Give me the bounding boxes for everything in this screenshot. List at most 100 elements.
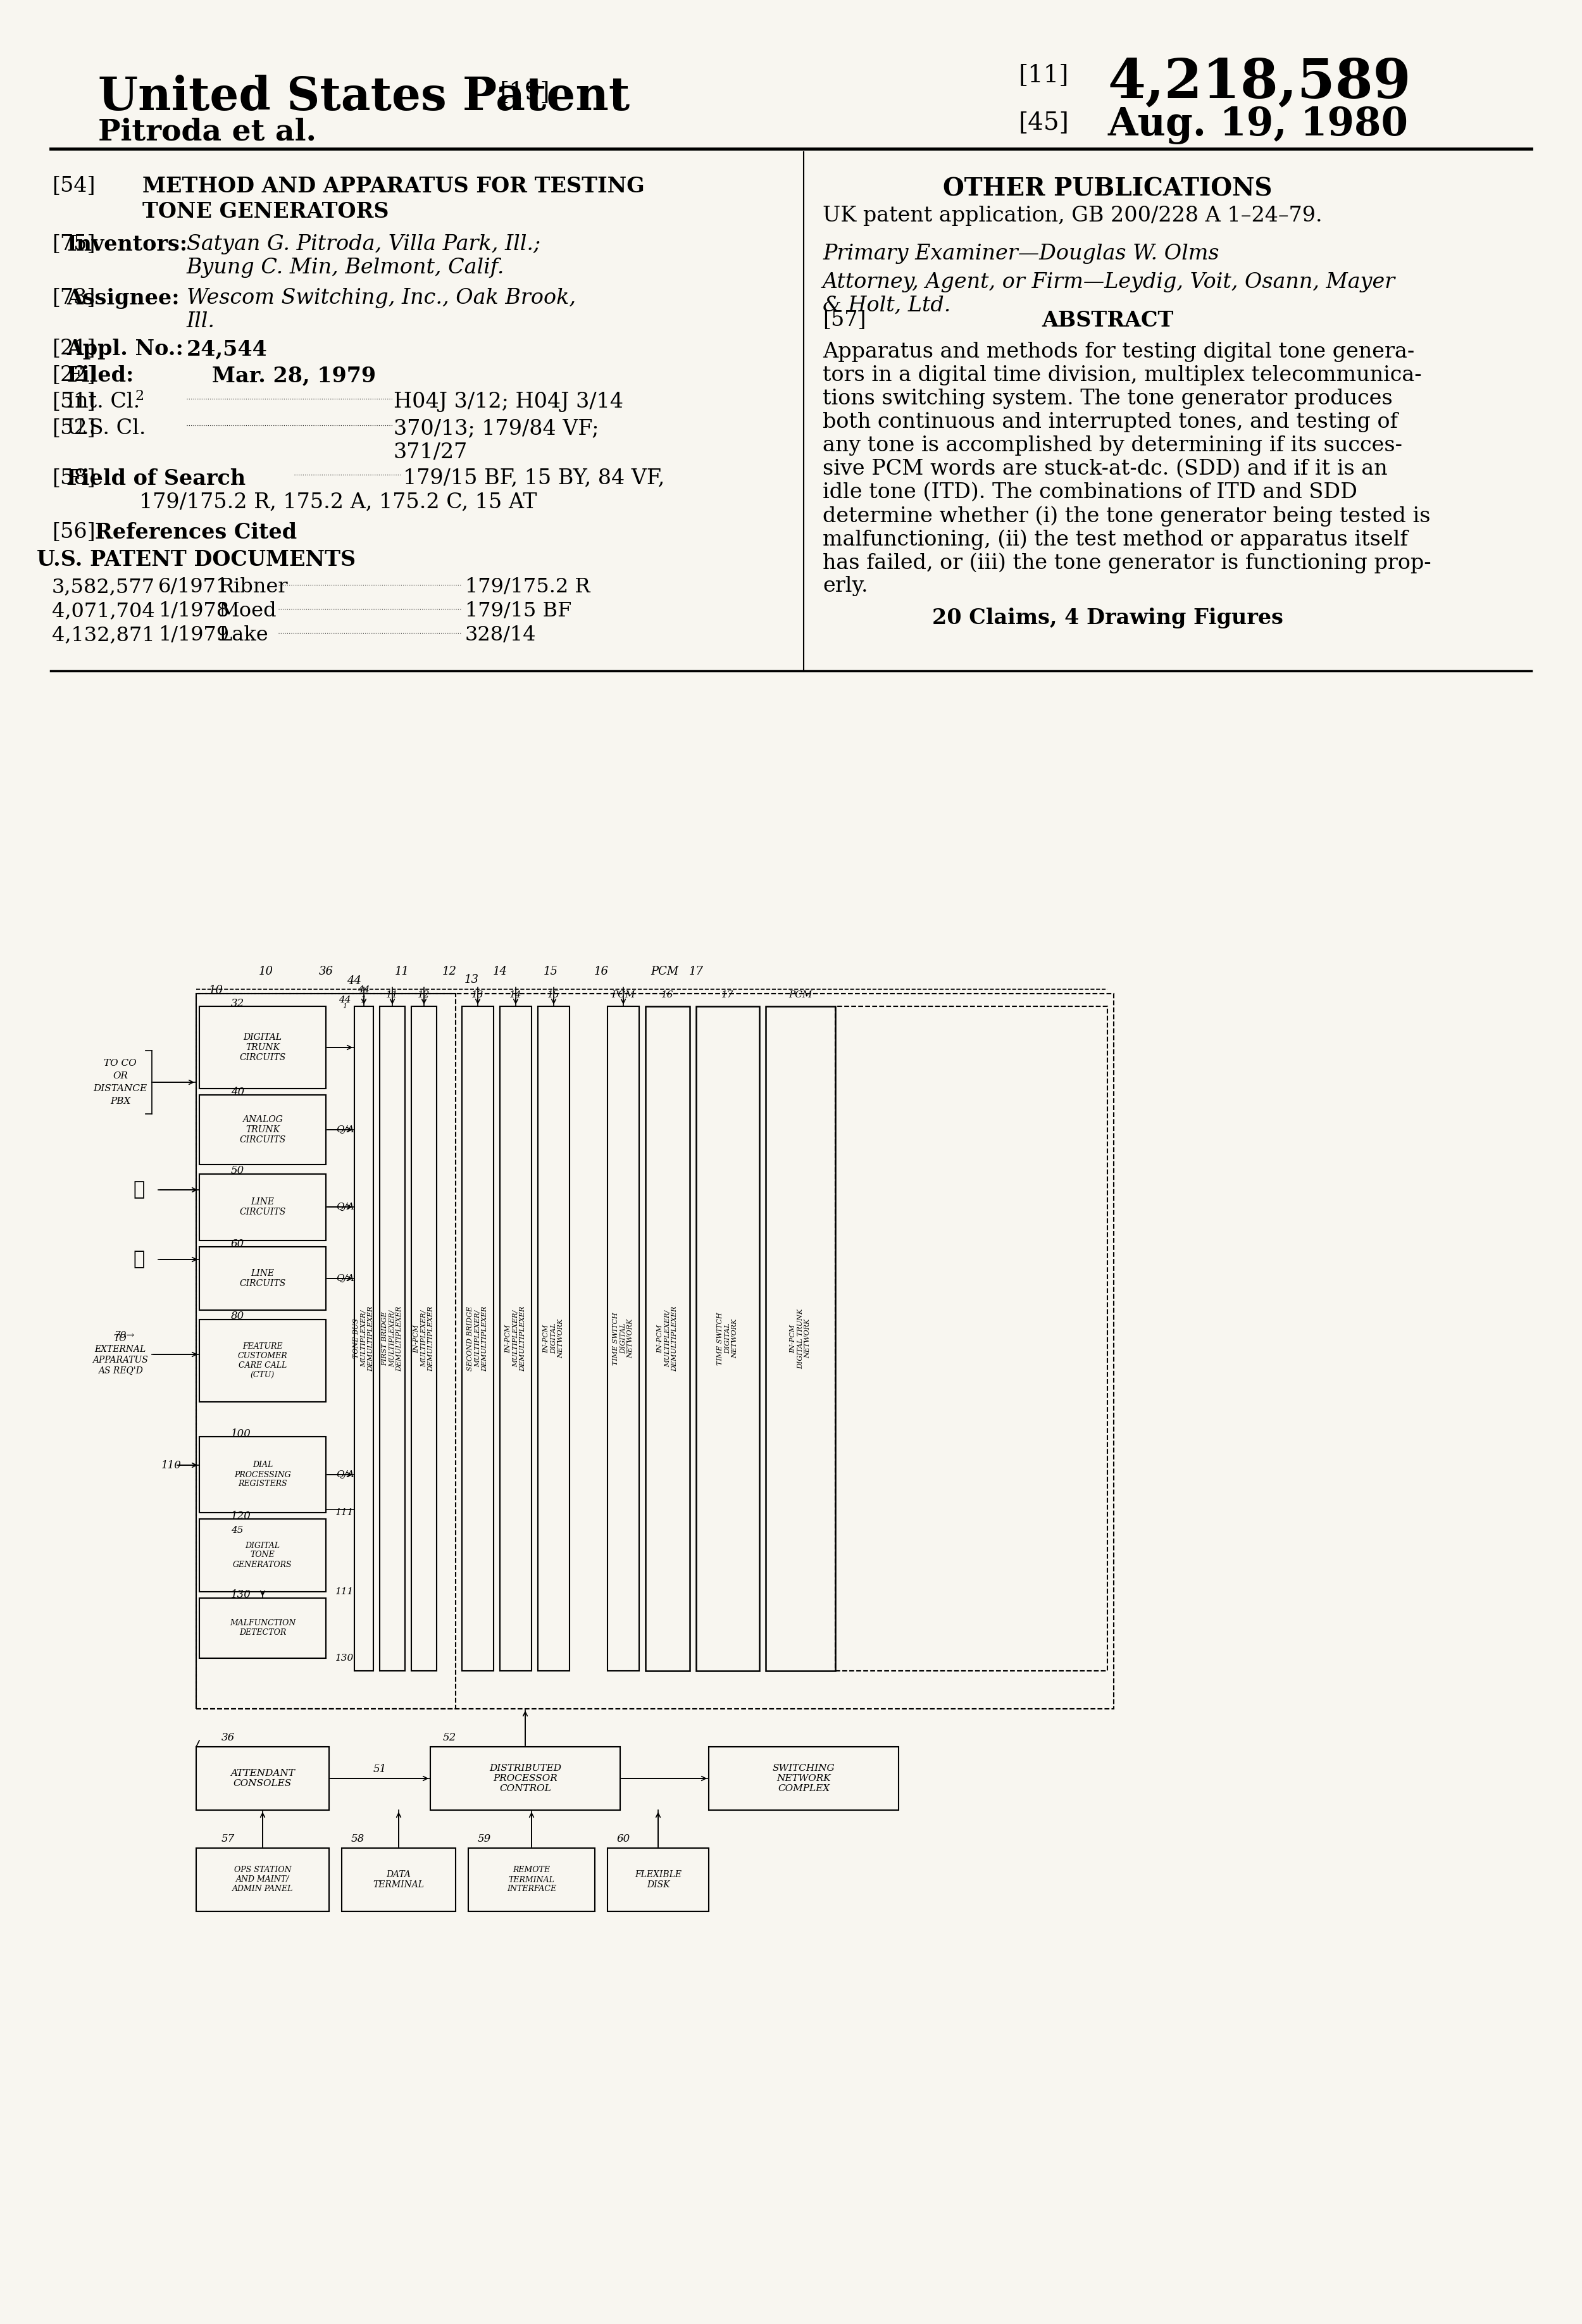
Text: [56]: [56]	[52, 523, 95, 541]
Bar	[199, 1095, 326, 1164]
Text: PCM: PCM	[788, 990, 813, 999]
Text: Field of Search: Field of Search	[66, 469, 245, 490]
Text: 40: 40	[231, 1085, 244, 1097]
Text: IN-PCM
MULTIPLEXER/
DEMULTIPLEXER: IN-PCM MULTIPLEXER/ DEMULTIPLEXER	[657, 1306, 679, 1371]
Bar	[196, 995, 456, 1708]
Text: OR: OR	[112, 1071, 128, 1081]
Text: Assignee:: Assignee:	[66, 288, 179, 309]
Text: 120: 120	[231, 1511, 252, 1522]
Text: PCM: PCM	[611, 990, 636, 999]
Text: IN-PCM
MULTIPLEXER/
DEMULTIPLEXER: IN-PCM MULTIPLEXER/ DEMULTIPLEXER	[413, 1306, 435, 1371]
Bar	[196, 1848, 329, 1910]
Text: REMOTE
TERMINAL
INTERFACE: REMOTE TERMINAL INTERFACE	[506, 1866, 557, 1894]
Text: DATA
TERMINAL: DATA TERMINAL	[373, 1871, 424, 1889]
Text: DIGITAL
TONE
GENERATORS: DIGITAL TONE GENERATORS	[233, 1541, 293, 1569]
Text: OPS STATION
AND MAINT/
ADMIN PANEL: OPS STATION AND MAINT/ ADMIN PANEL	[233, 1866, 293, 1894]
Bar	[430, 1748, 620, 1810]
Bar	[342, 1848, 456, 1910]
Text: [73]: [73]	[52, 288, 95, 309]
Text: SECOND BRIDGE
MULTIPLEXER/
DEMULTIPLEXER: SECOND BRIDGE MULTIPLEXER/ DEMULTIPLEXER	[467, 1306, 489, 1371]
Text: malfunctioning, (ii) the test method or apparatus itself: malfunctioning, (ii) the test method or …	[823, 530, 1408, 551]
Text: Int. Cl.: Int. Cl.	[66, 393, 141, 411]
Text: 36: 36	[318, 967, 334, 976]
Text: 179/175.2 R: 179/175.2 R	[465, 576, 590, 597]
Text: Lake: Lake	[218, 625, 269, 646]
Bar	[766, 1006, 835, 1671]
Text: 4,218,589: 4,218,589	[1107, 56, 1411, 109]
Text: PCM: PCM	[650, 967, 679, 976]
Text: 32: 32	[231, 997, 244, 1009]
Text: Wescom Switching, Inc., Oak Brook,: Wescom Switching, Inc., Oak Brook,	[187, 288, 576, 309]
Text: AS REQ'D: AS REQ'D	[98, 1367, 142, 1376]
Text: erly.: erly.	[823, 576, 869, 597]
Text: FIRST BRIDGE
MULTIPLEXER/
DEMULTIPLEXER: FIRST BRIDGE MULTIPLEXER/ DEMULTIPLEXER	[381, 1306, 403, 1371]
Text: 179/175.2 R, 175.2 A, 175.2 C, 15 AT: 179/175.2 R, 175.2 A, 175.2 C, 15 AT	[139, 493, 536, 514]
Text: SWITCHING
NETWORK
COMPLEX: SWITCHING NETWORK COMPLEX	[772, 1764, 835, 1794]
Text: 50: 50	[231, 1164, 244, 1176]
Text: 44
1: 44 1	[358, 985, 370, 1004]
Text: 6/1971: 6/1971	[158, 576, 229, 597]
Text: TIME SWITCH
DIGITAL
NETWORK: TIME SWITCH DIGITAL NETWORK	[612, 1313, 634, 1364]
Text: 24,544: 24,544	[187, 339, 267, 360]
Text: LINE
CIRCUITS: LINE CIRCUITS	[239, 1269, 286, 1287]
Text: [45]: [45]	[1019, 112, 1069, 135]
Text: 16: 16	[661, 990, 674, 999]
Text: any tone is accomplished by determining if its succes-: any tone is accomplished by determining …	[823, 435, 1402, 456]
Text: Byung C. Min, Belmont, Calif.: Byung C. Min, Belmont, Calif.	[187, 258, 505, 279]
Text: Q/A: Q/A	[335, 1125, 354, 1134]
Text: 17: 17	[721, 990, 734, 999]
Bar	[199, 1599, 326, 1659]
Text: 111: 111	[335, 1587, 354, 1597]
Text: TIME SWITCH
DIGITAL
NETWORK: TIME SWITCH DIGITAL NETWORK	[717, 1313, 739, 1364]
Text: Satyan G. Pitroda, Villa Park, Ill.;: Satyan G. Pitroda, Villa Park, Ill.;	[187, 235, 541, 253]
Text: [58]: [58]	[52, 469, 95, 488]
Text: Apparatus and methods for testing digital tone genera-: Apparatus and methods for testing digita…	[823, 342, 1414, 363]
Text: 4,132,871: 4,132,871	[52, 625, 155, 646]
Text: APPARATUS: APPARATUS	[92, 1355, 149, 1364]
Text: tions switching system. The tone generator produces: tions switching system. The tone generat…	[823, 388, 1392, 409]
Bar	[500, 1006, 532, 1671]
Text: 130: 130	[335, 1655, 354, 1662]
Text: FLEXIBLE
DISK: FLEXIBLE DISK	[634, 1871, 682, 1889]
Text: has failed, or (iii) the tone generator is functioning prop-: has failed, or (iii) the tone generator …	[823, 553, 1432, 574]
Bar	[380, 1006, 405, 1671]
Text: Moed: Moed	[218, 602, 277, 621]
Text: 1/1979: 1/1979	[158, 625, 229, 646]
Text: [51]: [51]	[52, 393, 95, 411]
Text: Primary Examiner—Douglas W. Olms: Primary Examiner—Douglas W. Olms	[823, 244, 1220, 265]
Text: 13: 13	[464, 974, 479, 985]
Text: 58: 58	[351, 1834, 364, 1843]
Text: 36: 36	[221, 1731, 236, 1743]
Text: 20 Claims, 4 Drawing Figures: 20 Claims, 4 Drawing Figures	[932, 607, 1283, 627]
Bar	[607, 1006, 639, 1671]
Text: Ill.: Ill.	[187, 311, 215, 332]
Bar	[835, 1006, 1107, 1671]
Text: 12: 12	[441, 967, 457, 976]
Text: Q/A: Q/A	[335, 1274, 354, 1283]
Text: determine whether (i) the tone generator being tested is: determine whether (i) the tone generator…	[823, 507, 1430, 525]
Text: 11: 11	[394, 967, 410, 976]
Text: 17: 17	[688, 967, 704, 976]
Text: 328/14: 328/14	[465, 625, 536, 646]
Text: TONE BUS
MULTIPLEXER/
DEMULTIPLEXER: TONE BUS MULTIPLEXER/ DEMULTIPLEXER	[353, 1306, 375, 1371]
Text: Q/A: Q/A	[335, 1202, 354, 1211]
Text: Ribner: Ribner	[218, 576, 288, 597]
Text: Filed:: Filed:	[66, 365, 134, 386]
Text: 10: 10	[258, 967, 274, 976]
Text: 70→: 70→	[114, 1332, 134, 1341]
Text: idle tone (ITD). The combinations of ITD and SDD: idle tone (ITD). The combinations of ITD…	[823, 483, 1357, 502]
Text: 179/15 BF: 179/15 BF	[465, 602, 571, 621]
Bar	[696, 1006, 759, 1671]
Text: 4,071,704: 4,071,704	[52, 602, 155, 621]
Text: FEATURE
CUSTOMER
CARE CALL
(CTU): FEATURE CUSTOMER CARE CALL (CTU)	[237, 1343, 288, 1378]
Text: ☎: ☎	[133, 1181, 146, 1199]
Text: OTHER PUBLICATIONS: OTHER PUBLICATIONS	[943, 177, 1272, 202]
Bar	[645, 1006, 690, 1671]
Text: MALFUNCTION
DETECTOR: MALFUNCTION DETECTOR	[229, 1620, 296, 1636]
Text: TONE GENERATORS: TONE GENERATORS	[142, 202, 389, 223]
Bar	[199, 1436, 326, 1513]
Text: 111: 111	[335, 1508, 354, 1518]
Bar	[199, 1246, 326, 1311]
Text: U.S. Cl.: U.S. Cl.	[66, 418, 146, 439]
Text: 3,582,577: 3,582,577	[52, 576, 155, 597]
